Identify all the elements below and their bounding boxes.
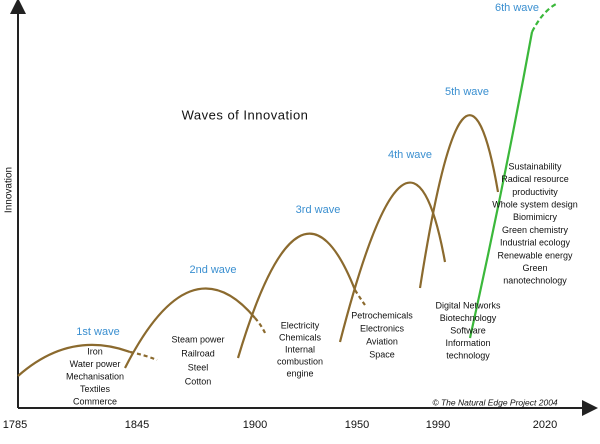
wave-item: Electricity bbox=[281, 320, 320, 330]
wave-item: Electronics bbox=[360, 323, 405, 333]
x-axis-label: 1990 bbox=[426, 419, 450, 431]
wave-item: Aviation bbox=[366, 336, 398, 346]
wave-label: 3rd wave bbox=[296, 204, 341, 216]
wave-item: technology bbox=[446, 350, 490, 360]
wave-item: Sustainability bbox=[508, 161, 562, 171]
wave-item: Information bbox=[445, 338, 490, 348]
wave-label: 2nd wave bbox=[189, 264, 236, 276]
curves bbox=[17, 3, 557, 377]
wave-item: Cotton bbox=[185, 376, 212, 386]
y-axis-label: Innovation bbox=[4, 167, 15, 213]
wave-item: Petrochemicals bbox=[351, 310, 413, 320]
wave-item: Green chemistry bbox=[502, 225, 569, 235]
wave-item: Mechanisation bbox=[66, 371, 124, 381]
wave-item: Radical resource bbox=[501, 174, 569, 184]
x-axis-label: 1785 bbox=[3, 419, 27, 431]
wave-item: Whole system design bbox=[492, 199, 578, 209]
wave-item: Railroad bbox=[181, 348, 215, 358]
wave-item: Biomimicry bbox=[513, 212, 557, 222]
wave-item: Steam power bbox=[171, 334, 224, 344]
wave-item: Industrial ecology bbox=[500, 238, 571, 248]
wave-item: Software bbox=[450, 325, 486, 335]
wave-item: Steel bbox=[188, 362, 209, 372]
title: Waves of Innovation bbox=[182, 107, 309, 122]
wave-item: Digital Networks bbox=[435, 300, 501, 310]
wave-item: Internal bbox=[285, 344, 315, 354]
wave-item: productivity bbox=[512, 187, 558, 197]
x-axis-label: 1900 bbox=[243, 419, 267, 431]
wave-label: 4th wave bbox=[388, 149, 432, 161]
wave-item: engine bbox=[286, 368, 313, 378]
wave-item: Commerce bbox=[73, 396, 117, 406]
wave-item: Renewable energy bbox=[497, 250, 573, 260]
wave-item: Biotechnology bbox=[440, 313, 497, 323]
wave-item: Textiles bbox=[80, 384, 111, 394]
wave-item: nanotechnology bbox=[503, 276, 567, 286]
wave-item: Water power bbox=[70, 359, 121, 369]
wave-item: Space bbox=[369, 349, 395, 359]
wave-label: 5th wave bbox=[445, 86, 489, 98]
wave-item: combustion bbox=[277, 356, 323, 366]
wave-label: 6th wave bbox=[495, 2, 539, 14]
wave-label: 1st wave bbox=[76, 326, 119, 338]
wave-item: Chemicals bbox=[279, 332, 322, 342]
credit: © The Natural Edge Project 2004 bbox=[432, 397, 558, 407]
wave-item: Iron bbox=[87, 346, 103, 356]
x-axis-label: 1845 bbox=[125, 419, 149, 431]
wave-item: Green bbox=[522, 263, 547, 273]
x-axis-label: 1950 bbox=[345, 419, 369, 431]
x-axis-label: 2020 bbox=[533, 419, 557, 431]
